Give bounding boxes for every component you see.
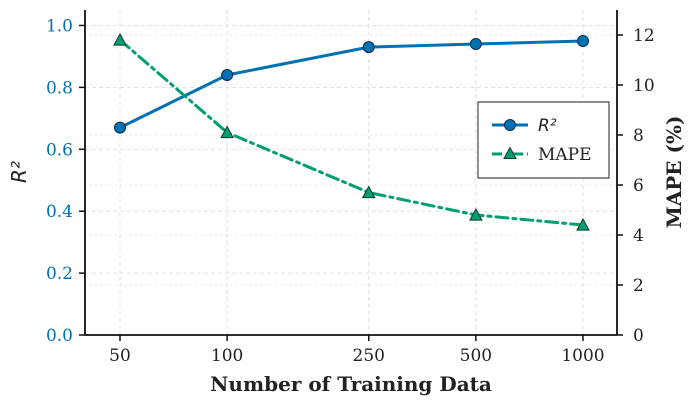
right-tick-label-1: 2 [633, 276, 644, 296]
x-tick-label-2: 250 [353, 346, 385, 366]
left-tick-label-4: 0.8 [46, 78, 73, 98]
right-tick-label-3: 6 [633, 176, 644, 196]
series-r2-point-3 [469, 38, 482, 51]
series-r2-point-1 [221, 69, 234, 81]
legend-box [477, 101, 610, 179]
x-tick-label-0: 50 [109, 346, 131, 366]
legend-r2-label: R² [538, 116, 557, 136]
x-tick-label-4: 1000 [561, 346, 604, 366]
series-mape-point-4 [576, 217, 590, 231]
series-layer [113, 32, 590, 231]
legend-mape-label: MAPE [538, 145, 592, 165]
right-tick-label-6: 12 [633, 26, 655, 46]
x-tick-label-1: 100 [211, 346, 243, 366]
legend-r2-marker [504, 119, 516, 131]
x-tick-label-3: 500 [460, 346, 492, 366]
left-axis-ticks: 0.0 0.2 0.4 0.6 0.8 1.0 [46, 16, 85, 346]
series-mape-point-1 [220, 125, 234, 139]
left-tick-label-1: 0.2 [46, 264, 73, 284]
right-tick-label-0: 0 [633, 326, 644, 346]
series-mape-point-0 [113, 32, 127, 46]
left-tick-label-0: 0.0 [46, 326, 73, 346]
legend: R² MAPE [477, 101, 610, 179]
axes [84, 10, 618, 336]
series-r2-point-4 [577, 34, 589, 47]
left-tick-label-3: 0.6 [46, 140, 73, 160]
left-tick-label-5: 1.0 [46, 16, 73, 36]
right-tick-label-5: 10 [633, 76, 655, 96]
left-y-axis-title: R² [7, 161, 31, 183]
right-tick-label-4: 8 [633, 126, 644, 146]
series-mape-point-3 [469, 207, 483, 221]
series-r2-point-2 [362, 41, 375, 54]
series-mape-point-2 [361, 185, 376, 199]
x-axis-title: Number of Training Data [210, 372, 492, 396]
right-y-axis-title: MAPE (%) [662, 116, 686, 229]
x-axis-ticks: 50 100 250 500 1000 [109, 335, 605, 366]
right-tick-label-2: 4 [633, 226, 644, 246]
left-tick-label-2: 0.4 [46, 202, 73, 222]
series-r2-point-0 [114, 121, 126, 134]
right-axis-ticks: 0 2 4 6 8 10 12 [617, 26, 655, 346]
legend-mape-marker [503, 146, 517, 159]
